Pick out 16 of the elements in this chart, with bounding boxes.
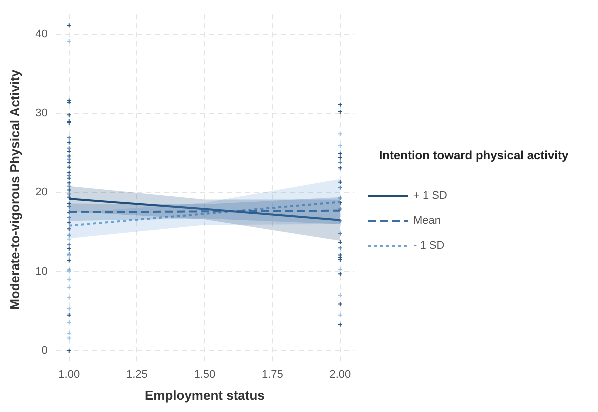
legend-title: Intention toward physical activity: [379, 148, 570, 163]
legend-label: Mean: [414, 215, 442, 228]
legend-label: + 1 SD: [414, 190, 448, 202]
y-tick-label: 10: [36, 266, 48, 278]
x-tick-label: 1.25: [126, 368, 148, 381]
y-tick-label: 0: [42, 344, 48, 357]
y-tick-label: 20: [36, 186, 48, 199]
y-tick-label: 40: [36, 28, 48, 40]
x-tick-label: 1.75: [262, 368, 284, 381]
legend-label: - 1 SD: [414, 240, 445, 252]
y-axis-title: Moderate-to-vigorous Physical Activity: [7, 69, 22, 310]
x-tick-label: 2.00: [330, 368, 352, 381]
x-tick-label: 1.50: [194, 368, 216, 381]
x-axis-title: Employment status: [144, 388, 265, 403]
y-tick-label: 30: [36, 108, 48, 120]
x-tick-label: 1.00: [58, 368, 80, 381]
